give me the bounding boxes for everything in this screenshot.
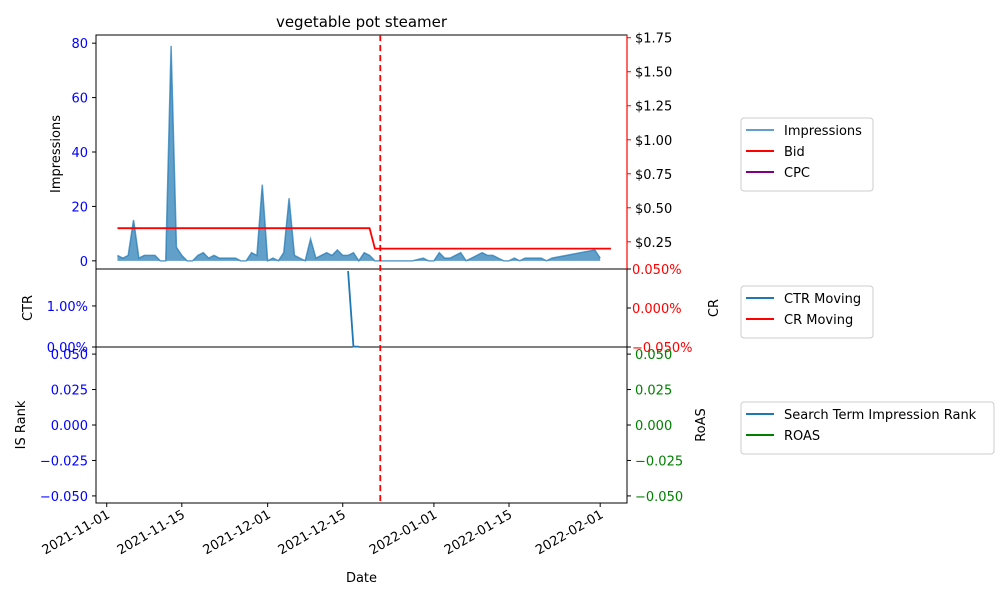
top-legend-label: CPC (784, 166, 810, 181)
top-left-tick-label: 0 (80, 255, 88, 270)
x-tick-label: 2021-11-01 (40, 507, 113, 558)
x-tick-label: 2021-12-01 (201, 507, 274, 558)
bottom-left-tick-label: 0.000 (51, 419, 88, 434)
middle-left-tick-label: 0.00% (47, 341, 88, 356)
middle-legend-label: CR Moving (784, 313, 853, 328)
bottom-legend-label: ROAS (784, 429, 820, 444)
middle-left-tick-label: 1.00% (47, 300, 88, 315)
top-right-tick-label: $0.50 (635, 202, 672, 217)
middle-left-axis-label: CTR (21, 295, 36, 321)
middle-right-tick-label: 0.050% (632, 263, 682, 278)
x-tick-label: 2022-02-01 (533, 507, 606, 558)
ctr-moving-line (347, 270, 359, 348)
top-left-tick-label: 80 (71, 37, 88, 52)
bottom-left-tick-label: −0.050 (40, 490, 88, 505)
top-right-tick-label: $1.00 (635, 134, 672, 149)
top-left-tick-label: 60 (71, 92, 88, 107)
top-right-tick-label: $1.50 (635, 66, 672, 81)
x-tick-label: 2021-12-15 (276, 507, 349, 558)
top-legend-label: Bid (784, 145, 805, 160)
bottom-right-tick-label: 0.050 (635, 348, 672, 363)
middle-right-tick-label: 0.000% (632, 302, 682, 317)
panel-frame-bottom (95, 346, 628, 504)
top-left-tick-label: 40 (71, 146, 88, 161)
top-left-axis-label: Impressions (49, 115, 64, 193)
impressions-line (117, 45, 601, 263)
panel-frame-middle (95, 268, 628, 348)
bottom-right-tick-label: 0.000 (635, 419, 672, 434)
top-left-tick-label: 20 (71, 200, 88, 215)
top-right-tick-label: $1.25 (635, 100, 672, 115)
middle-legend-label: CTR Moving (784, 292, 861, 307)
top-right-tick-label: $1.75 (635, 32, 672, 47)
middle-right-axis-label: CR (707, 299, 722, 317)
middle-right-tick-label: −0.050% (632, 341, 692, 356)
x-tick-label: 2021-11-15 (115, 507, 188, 558)
chart-title: vegetable pot steamer (276, 13, 448, 31)
bottom-right-axis-label: RoAS (694, 408, 709, 442)
x-tick-label: 2022-01-15 (442, 507, 515, 558)
bottom-right-tick-label: −0.025 (635, 454, 683, 469)
top-legend-label: Impressions (784, 124, 862, 139)
top-right-tick-label: $0.75 (635, 168, 672, 183)
bottom-legend-label: Search Term Impression Rank (784, 408, 977, 423)
bottom-legend-box (740, 401, 995, 455)
x-tick-label: 2022-01-01 (367, 507, 440, 558)
bid-line (117, 227, 611, 250)
bottom-left-tick-label: 0.025 (51, 384, 88, 399)
bottom-right-tick-label: −0.050 (635, 490, 683, 505)
x-axis-label: Date (346, 571, 377, 586)
top-right-tick-label: $0.25 (635, 236, 672, 251)
bottom-left-axis-label: IS Rank (14, 400, 29, 449)
bottom-left-tick-label: −0.025 (40, 454, 88, 469)
bottom-left-tick-label: 0.050 (51, 348, 88, 363)
bottom-right-tick-label: 0.025 (635, 384, 672, 399)
